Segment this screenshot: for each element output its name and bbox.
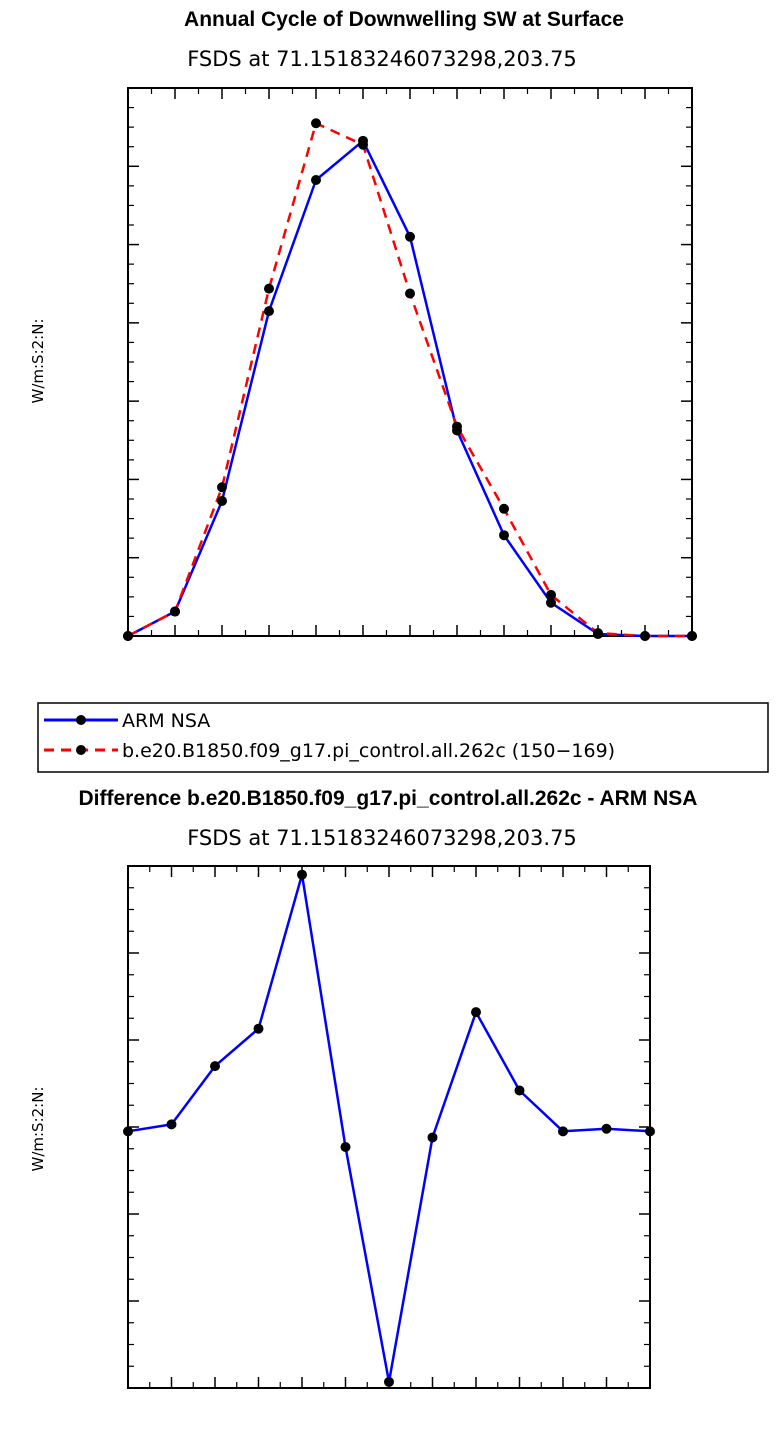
- chart1-data-point: [170, 606, 180, 617]
- chart2-data-point: [427, 1132, 438, 1143]
- legend-box: [37, 702, 769, 773]
- chart1-ylabel: W/m:S:2:N:: [29, 319, 47, 404]
- chart1-data-point: [264, 306, 274, 317]
- chart2-data-point: [384, 1376, 394, 1387]
- chart1-data-point: [593, 628, 603, 639]
- chart2-data-point: [340, 1142, 351, 1153]
- chart1-data-point: [546, 597, 556, 608]
- chart2-data-point: [601, 1123, 612, 1134]
- chart2-frame: [127, 865, 651, 1389]
- chart1-data-point: [499, 503, 509, 514]
- chart2-ylabel: W/m:S:2:N:: [29, 1087, 47, 1172]
- legend-marker-model: [76, 745, 86, 755]
- chart2-title: Difference b.e20.B1850.f09_g17.pi_contro…: [79, 787, 698, 810]
- chart1-frame: [127, 87, 693, 637]
- chart1-plot: [123, 87, 697, 641]
- chart1-data-point: [311, 174, 321, 185]
- chart2-series-line-0: [127, 873, 651, 1384]
- chart1-data-point: [217, 482, 227, 493]
- chart1-data-point: [687, 631, 697, 641]
- chart1-data-point: [123, 631, 133, 641]
- chart1-subtitle: FSDS at 71.15183246073298,203.75: [187, 47, 577, 71]
- chart1-data-point: [499, 530, 509, 541]
- chart1-series-line-0: [127, 139, 692, 638]
- chart2-data-point: [123, 1126, 133, 1137]
- chart2-plot: [123, 865, 655, 1389]
- legend: ARM NSA b.e20.B1850.f09_g17.pi_control.a…: [37, 702, 769, 773]
- chart1-data-point: [217, 495, 227, 506]
- chart2-data-point: [645, 1126, 655, 1137]
- chart2-data-point: [297, 869, 307, 880]
- chart1-data-point: [405, 231, 415, 242]
- chart2-data-point: [253, 1023, 264, 1034]
- chart1-data-point: [311, 118, 321, 129]
- chart2-data-point: [210, 1061, 220, 1072]
- chart1-data-point: [452, 421, 462, 432]
- chart1-data-point: [640, 631, 650, 641]
- chart2-subtitle: FSDS at 71.15183246073298,203.75: [187, 826, 577, 850]
- legend-marker-arm-nsa: [76, 715, 86, 725]
- chart1-data-point: [358, 139, 368, 150]
- chart1-data-point: [405, 288, 415, 299]
- legend-label-arm-nsa: ARM NSA: [122, 710, 210, 732]
- chart2-data-point: [471, 1007, 481, 1018]
- chart2-data-point: [166, 1119, 177, 1130]
- chart1-data-point: [546, 589, 556, 600]
- chart2-data-point: [558, 1126, 568, 1137]
- legend-label-model: b.e20.B1850.f09_g17.pi_control.all.262c …: [122, 740, 615, 762]
- chart1-series-line-1: [127, 121, 692, 638]
- chart1-data-point: [264, 283, 274, 294]
- chart2-data-point: [514, 1085, 525, 1096]
- chart1-title: Annual Cycle of Downwelling SW at Surfac…: [184, 8, 624, 31]
